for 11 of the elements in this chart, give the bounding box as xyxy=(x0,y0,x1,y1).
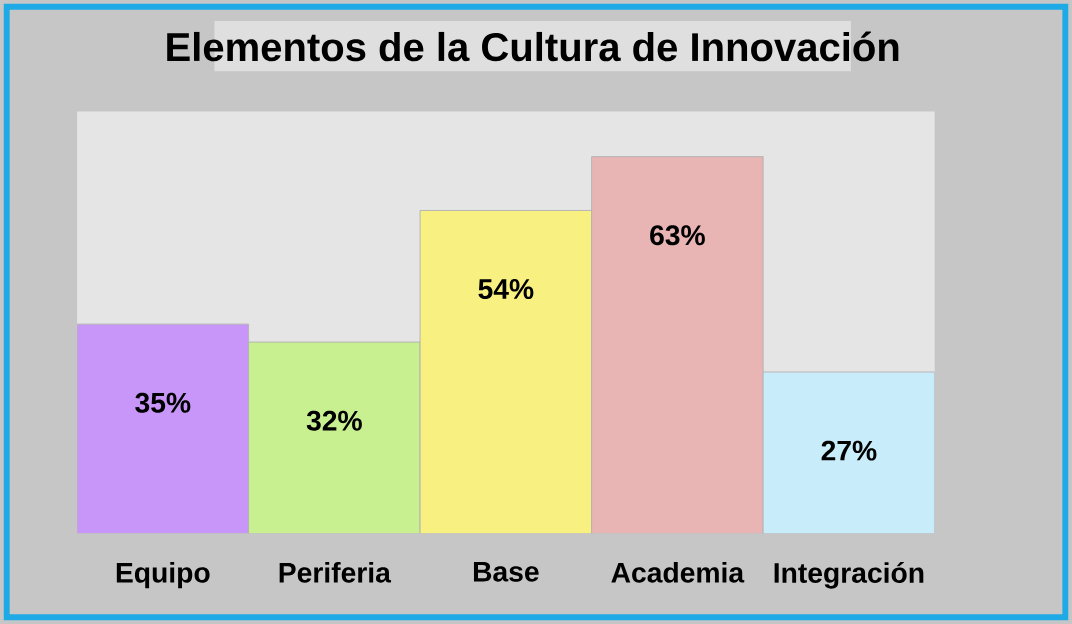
data-label: 32% xyxy=(306,410,362,431)
x-tick-label: Integración xyxy=(774,561,924,589)
chart-title: Elementos de la Cultura de Innovación xyxy=(167,31,899,62)
x-tick-label: Equipo xyxy=(116,561,210,589)
x-tick-label: Academia xyxy=(611,561,745,583)
data-label: 35% xyxy=(135,392,191,413)
x-tick-label: Base xyxy=(473,561,539,582)
x-tick-label: Periferia xyxy=(279,561,392,583)
data-label: 27% xyxy=(821,440,877,461)
data-label: 54% xyxy=(478,279,534,300)
data-label: 63% xyxy=(650,225,705,246)
